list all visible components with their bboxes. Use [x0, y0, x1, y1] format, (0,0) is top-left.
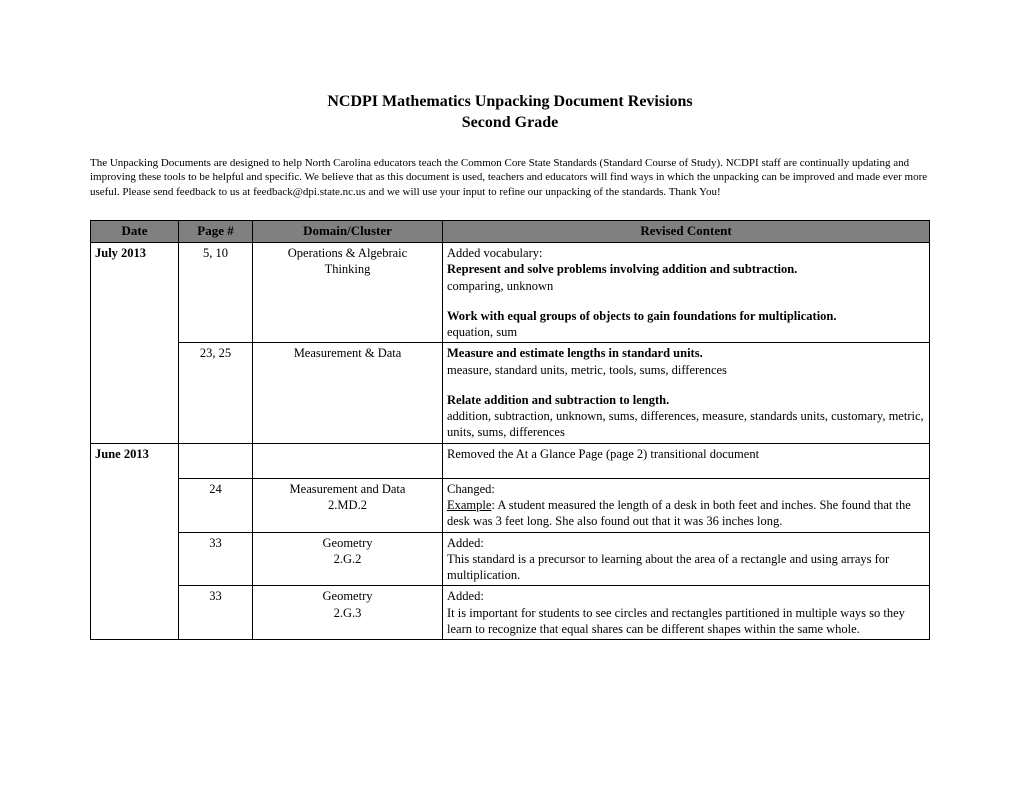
content-text: comparing, unknown [447, 279, 553, 293]
cell-content: Added: It is important for students to s… [443, 586, 930, 640]
content-text: It is important for students to see circ… [447, 606, 905, 636]
domain-line: Operations & Algebraic [288, 246, 407, 260]
spacer [447, 378, 925, 392]
title-line-2: Second Grade [90, 113, 930, 134]
content-text: This standard is a precursor to learning… [447, 552, 889, 582]
title-line-1: NCDPI Mathematics Unpacking Document Rev… [90, 92, 930, 113]
cell-content: Removed the At a Glance Page (page 2) tr… [443, 443, 930, 478]
content-bold: Measure and estimate lengths in standard… [447, 346, 703, 360]
intro-paragraph: The Unpacking Documents are designed to … [90, 156, 930, 201]
cell-page: 33 [179, 532, 253, 586]
cell-domain: Measurement and Data 2.MD.2 [253, 478, 443, 532]
revisions-table: Date Page # Domain/Cluster Revised Conte… [90, 220, 930, 640]
content-text: Changed: [447, 482, 495, 496]
content-text: Added: [447, 536, 484, 550]
header-content: Revised Content [443, 221, 930, 243]
content-underline: Example [447, 498, 491, 512]
spacer [447, 294, 925, 308]
table-row: 23, 25 Measurement & Data Measure and es… [91, 343, 930, 443]
cell-page: 5, 10 [179, 243, 253, 343]
cell-domain: Geometry 2.G.3 [253, 586, 443, 640]
header-date: Date [91, 221, 179, 243]
cell-page [179, 443, 253, 478]
domain-line: Thinking [325, 262, 371, 276]
spacer [447, 462, 925, 476]
content-text: Removed the At a Glance Page (page 2) tr… [447, 447, 759, 461]
cell-date: June 2013 [91, 443, 179, 640]
domain-line: 2.G.3 [334, 606, 362, 620]
content-bold: Represent and solve problems involving a… [447, 262, 797, 276]
cell-domain: Operations & Algebraic Thinking [253, 243, 443, 343]
table-row: June 2013 Removed the At a Glance Page (… [91, 443, 930, 478]
cell-content: Added vocabulary: Represent and solve pr… [443, 243, 930, 343]
table-row: 24 Measurement and Data 2.MD.2 Changed: … [91, 478, 930, 532]
header-domain: Domain/Cluster [253, 221, 443, 243]
table-row: 33 Geometry 2.G.2 Added: This standard i… [91, 532, 930, 586]
domain-line: Geometry [323, 589, 373, 603]
cell-page: 23, 25 [179, 343, 253, 443]
cell-page: 33 [179, 586, 253, 640]
document-title: NCDPI Mathematics Unpacking Document Rev… [90, 92, 930, 134]
cell-domain: Measurement & Data [253, 343, 443, 443]
cell-content: Changed: Example: A student measured the… [443, 478, 930, 532]
cell-date: July 2013 [91, 243, 179, 444]
domain-line: 2.MD.2 [328, 498, 367, 512]
content-text: Added vocabulary: [447, 246, 542, 260]
domain-line: Measurement and Data [290, 482, 406, 496]
domain-line: 2.G.2 [334, 552, 362, 566]
content-text: equation, sum [447, 325, 517, 339]
header-page: Page # [179, 221, 253, 243]
cell-domain [253, 443, 443, 478]
content-text: Added: [447, 589, 484, 603]
content-text: measure, standard units, metric, tools, … [447, 363, 727, 377]
cell-content: Measure and estimate lengths in standard… [443, 343, 930, 443]
domain-line: Geometry [323, 536, 373, 550]
content-bold: Relate addition and subtraction to lengt… [447, 393, 669, 407]
cell-domain: Geometry 2.G.2 [253, 532, 443, 586]
table-header-row: Date Page # Domain/Cluster Revised Conte… [91, 221, 930, 243]
table-row: July 2013 5, 10 Operations & Algebraic T… [91, 243, 930, 343]
content-text: addition, subtraction, unknown, sums, di… [447, 409, 924, 439]
content-bold: Work with equal groups of objects to gai… [447, 309, 837, 323]
cell-content: Added: This standard is a precursor to l… [443, 532, 930, 586]
table-row: 33 Geometry 2.G.3 Added: It is important… [91, 586, 930, 640]
cell-page: 24 [179, 478, 253, 532]
content-text: : A student measured the length of a des… [447, 498, 911, 528]
document-page: NCDPI Mathematics Unpacking Document Rev… [0, 0, 1020, 788]
